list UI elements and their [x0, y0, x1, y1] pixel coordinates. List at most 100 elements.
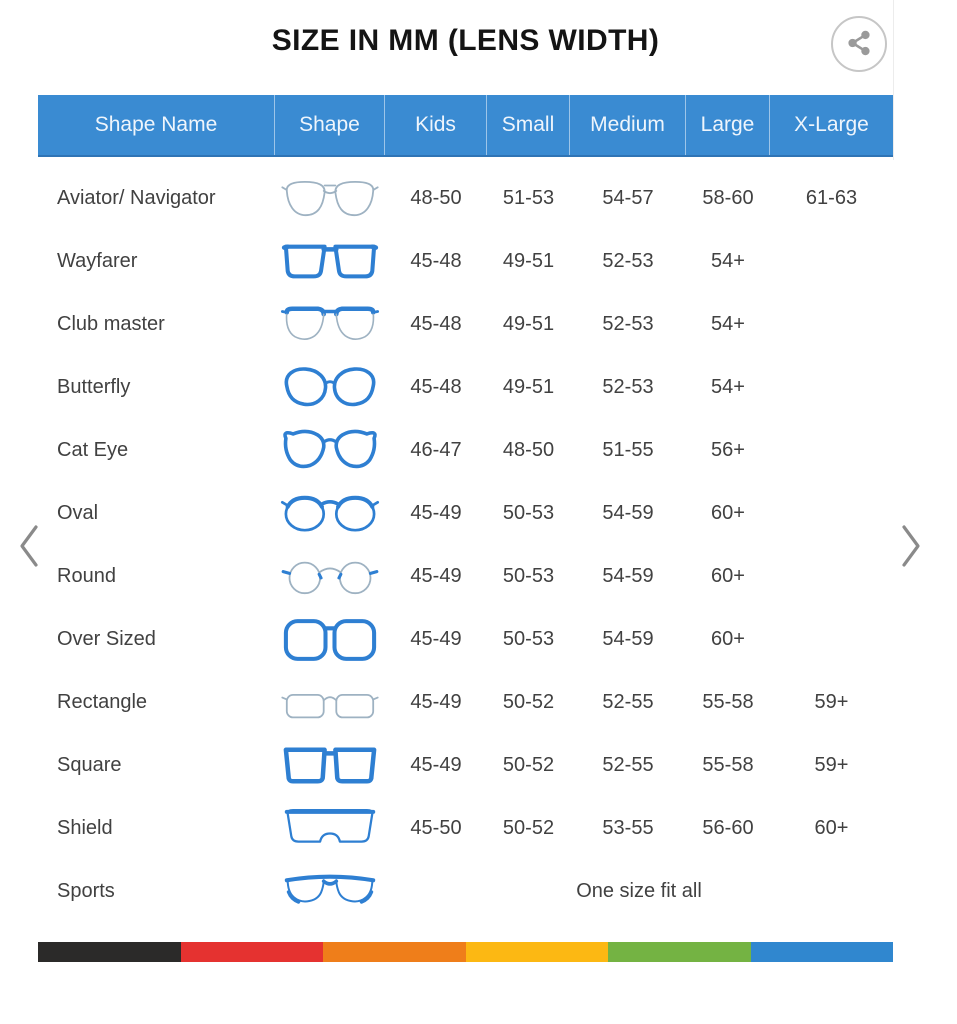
shape-name-label: Sports: [57, 880, 115, 902]
shape-name-label: Round: [57, 565, 116, 587]
size-cell: 56-60: [702, 817, 754, 839]
square-glasses-icon: [275, 739, 385, 793]
size-cell: 45-48: [410, 250, 462, 272]
size-cell: 58-60: [702, 187, 754, 209]
chevron-right-icon: [898, 525, 924, 573]
table-row: Wayfarer 45-48 49-51 52-53 54+: [38, 230, 893, 293]
size-cell: 49-51: [502, 250, 555, 272]
stripe-segment-black: [38, 942, 181, 962]
table-row: Sports One size fit all: [38, 860, 893, 923]
aviator-glasses-icon: [275, 172, 385, 226]
size-cell: 52-55: [602, 754, 654, 776]
size-cell: 52-53: [602, 313, 654, 335]
cateye-glasses-icon: [275, 424, 385, 478]
shape-name-label: Oval: [57, 502, 99, 524]
shape-name-label: Square: [57, 754, 122, 776]
size-cell: 51-53: [502, 187, 555, 209]
size-cell: 56+: [711, 439, 745, 461]
oval-glasses-icon: [275, 487, 385, 541]
share-icon: [844, 28, 874, 61]
size-cell: 45-49: [410, 691, 462, 713]
size-cell: 48-50: [502, 439, 555, 461]
stripe-segment-yellow: [465, 942, 608, 962]
size-cell: 45-49: [410, 502, 462, 524]
header-medium: Medium: [570, 95, 686, 155]
size-cell: 54-59: [602, 565, 654, 587]
shape-name-label: Club master: [57, 313, 165, 335]
size-cell: 60+: [711, 565, 745, 587]
table-row: Cat Eye 46-47 48-50 51-55 56+: [38, 419, 893, 482]
size-cell: 46-47: [410, 439, 462, 461]
shape-name-label: Over Sized: [57, 628, 156, 650]
size-cell: 45-49: [410, 565, 462, 587]
shape-name-label: Rectangle: [57, 691, 148, 713]
size-cell: 52-53: [602, 376, 654, 398]
size-cell: 50-52: [502, 817, 555, 839]
size-cell: 50-52: [502, 754, 555, 776]
butterfly-glasses-icon: [275, 361, 385, 415]
table-row: Over Sized 45-49 50-53 54-59 60+: [38, 608, 893, 671]
table-row: Aviator/ Navigator 48-50 51-53 54-57 58-…: [38, 167, 893, 230]
size-cell: 50-53: [502, 502, 555, 524]
size-cell: 51-55: [602, 439, 654, 461]
size-cell: 53-55: [602, 817, 654, 839]
table-row: Oval 45-49 50-53 54-59 60+: [38, 482, 893, 545]
shape-name-label: Aviator/ Navigator: [57, 187, 216, 209]
stripe-segment-blue: [750, 942, 893, 962]
slide-edge-divider: [893, 0, 894, 160]
oversized-glasses-icon: [275, 613, 385, 667]
stripe-segment-red: [180, 942, 323, 962]
size-cell: 60+: [711, 502, 745, 524]
size-cell: 54-59: [602, 628, 654, 650]
size-cell: 45-49: [410, 628, 462, 650]
title-bar: SIZE IN MM (LENS WIDTH): [38, 0, 893, 95]
carousel-prev-button[interactable]: [16, 522, 42, 573]
size-cell: 60+: [711, 628, 745, 650]
clubmaster-glasses-icon: [275, 298, 385, 352]
size-cell: 45-48: [410, 376, 462, 398]
size-cell: 49-51: [502, 313, 555, 335]
size-cell: 55-58: [702, 754, 754, 776]
size-cell: 45-50: [410, 817, 462, 839]
size-cell: 54+: [711, 250, 745, 272]
size-cell: 50-53: [502, 628, 555, 650]
size-cell: 59+: [814, 754, 849, 776]
size-cell: 50-52: [502, 691, 555, 713]
table-body: Aviator/ Navigator 48-50 51-53 54-57 58-…: [38, 167, 893, 923]
table-row: Butterfly 45-48 49-51 52-53 54+: [38, 356, 893, 419]
header-xlarge: X-Large: [794, 113, 869, 136]
size-cell: 54-59: [602, 502, 654, 524]
shield-glasses-icon: [275, 802, 385, 856]
wayfarer-glasses-icon: [275, 235, 385, 289]
size-cell: 54+: [711, 313, 745, 335]
one-size-note: One size fit all: [576, 880, 702, 902]
shape-name-label: Cat Eye: [57, 439, 129, 461]
round-glasses-icon: [275, 550, 385, 604]
size-cell: 60+: [814, 817, 849, 839]
size-cell: 45-49: [410, 754, 462, 776]
shape-name-label: Wayfarer: [57, 250, 138, 272]
page-title: SIZE IN MM (LENS WIDTH): [271, 24, 660, 57]
size-cell: 52-55: [602, 691, 654, 713]
size-cell: 55-58: [702, 691, 754, 713]
share-button[interactable]: [831, 16, 887, 72]
header-shape-name: Shape Name: [38, 95, 275, 155]
brand-color-stripe: [38, 942, 893, 962]
header-large: Large: [686, 95, 770, 155]
rectangle-glasses-icon: [275, 676, 385, 730]
stripe-segment-green: [608, 942, 751, 962]
size-cell: 48-50: [410, 187, 462, 209]
size-cell: 54-57: [602, 187, 654, 209]
size-cell: 49-51: [502, 376, 555, 398]
size-chart-card: SIZE IN MM (LENS WIDTH) Shape Name Shape…: [38, 0, 893, 962]
table-row: Round 45-49 50-53 54-59 60+: [38, 545, 893, 608]
table-row: Shield 45-50 50-52 53-55 56-60 60+: [38, 797, 893, 860]
carousel-next-button[interactable]: [898, 522, 924, 573]
size-cell: 52-53: [602, 250, 654, 272]
size-cell: 61-63: [805, 187, 858, 209]
chevron-left-icon: [16, 525, 42, 573]
sports-glasses-icon: [275, 865, 385, 919]
table-row: Rectangle 45-49 50-52 52-55 55-58 59+: [38, 671, 893, 734]
size-cell: 45-48: [410, 313, 462, 335]
stripe-segment-orange: [323, 942, 466, 962]
